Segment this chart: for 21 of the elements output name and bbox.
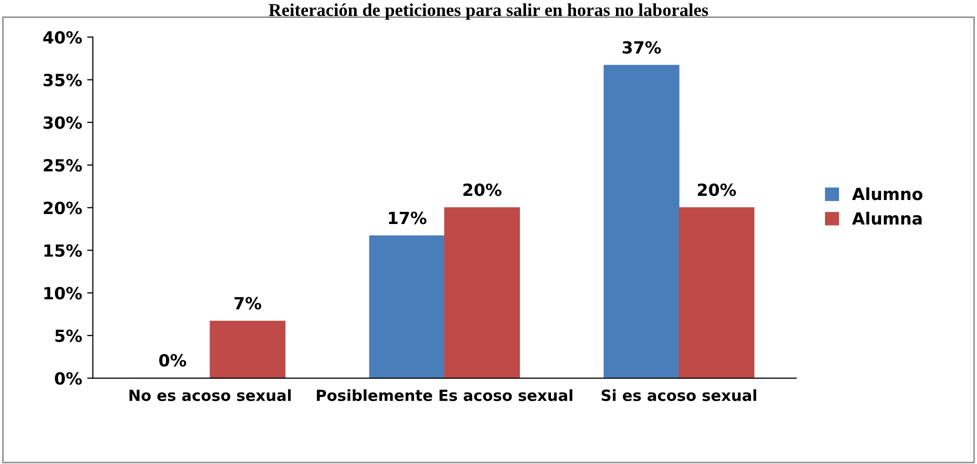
x-tick-label: No es acoso sexual (130, 389, 291, 402)
y-tick-label: 30% (44, 116, 82, 129)
legend-label: Alumno (852, 187, 922, 200)
data-label: 7% (234, 296, 262, 310)
data-label: 20% (698, 183, 736, 196)
y-tick-label: 0% (54, 372, 82, 385)
y-tick-label: 35% (44, 74, 82, 86)
chart-title: Reiteración de peticiones para salir en horas no laborales (268, 3, 708, 20)
data-label: 20% (463, 183, 502, 196)
x-tick-label: Si es acoso sexual (602, 389, 756, 402)
x-tick-label: Posiblemente Es acoso sexual (316, 389, 572, 402)
y-tick-label: 5% (55, 329, 82, 342)
data-label: 37% (622, 41, 661, 54)
legend-label: Alumna (852, 212, 922, 225)
data-label: 17% (388, 212, 426, 224)
y-tick-label: 15% (44, 244, 82, 257)
y-tick-label: 40% (43, 31, 82, 44)
data-label: 0% (159, 354, 186, 367)
y-tick-label: 20% (44, 202, 82, 214)
y-tick-label: 25% (44, 158, 82, 172)
y-tick-label: 10% (44, 286, 82, 300)
